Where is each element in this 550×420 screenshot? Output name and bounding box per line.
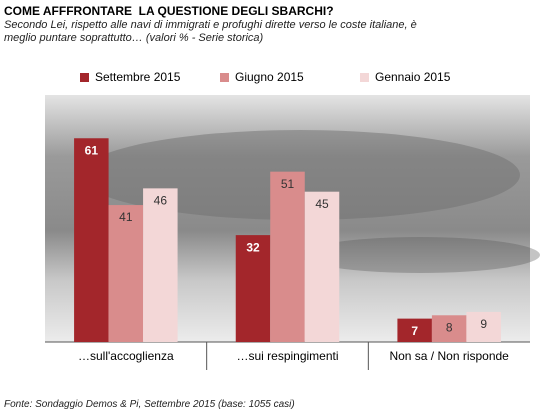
legend-swatch: [360, 73, 369, 82]
bar: [74, 138, 109, 342]
data-label: 61: [85, 143, 99, 157]
bar: [466, 311, 501, 342]
chart-subtitle: Secondo Lei, rispetto alle navi di immig…: [4, 19, 417, 44]
legend-swatch: [80, 73, 89, 82]
legend-swatch: [220, 73, 229, 82]
chart: Settembre 2015 Giugno 2015 Gennaio 2015 61 4…: [45, 70, 540, 370]
data-label: 7: [411, 324, 418, 338]
legend-label: Settembre 2015: [95, 70, 181, 84]
bar: [143, 188, 178, 342]
x-tick-label: Non sa / Non risponde: [389, 349, 509, 363]
data-label: 45: [315, 197, 329, 211]
legend-label: Giugno 2015: [235, 70, 304, 84]
data-label: 32: [246, 240, 260, 254]
data-label: 51: [281, 177, 295, 191]
bar: [235, 235, 271, 342]
data-label: 41: [119, 210, 133, 224]
data-label: 8: [446, 320, 453, 334]
chart-title: COME AFFFRONTARE LA QUESTIONE DEGLI SBAR…: [4, 4, 334, 18]
data-label: 46: [154, 194, 168, 208]
bar: [270, 171, 305, 342]
photo-boat: [300, 237, 540, 273]
bar: [431, 315, 467, 342]
bar: [397, 318, 432, 342]
data-label: 9: [480, 317, 487, 331]
source-note: Fonte: Sondaggio Demos & Pi, Settembre 2…: [4, 399, 295, 410]
bar: [304, 191, 340, 342]
x-tick-label: …sui respingimenti: [236, 349, 338, 363]
bar: [108, 205, 144, 342]
legend-label: Gennaio 2015: [375, 70, 451, 84]
x-tick-label: …sull'accoglienza: [78, 349, 174, 363]
